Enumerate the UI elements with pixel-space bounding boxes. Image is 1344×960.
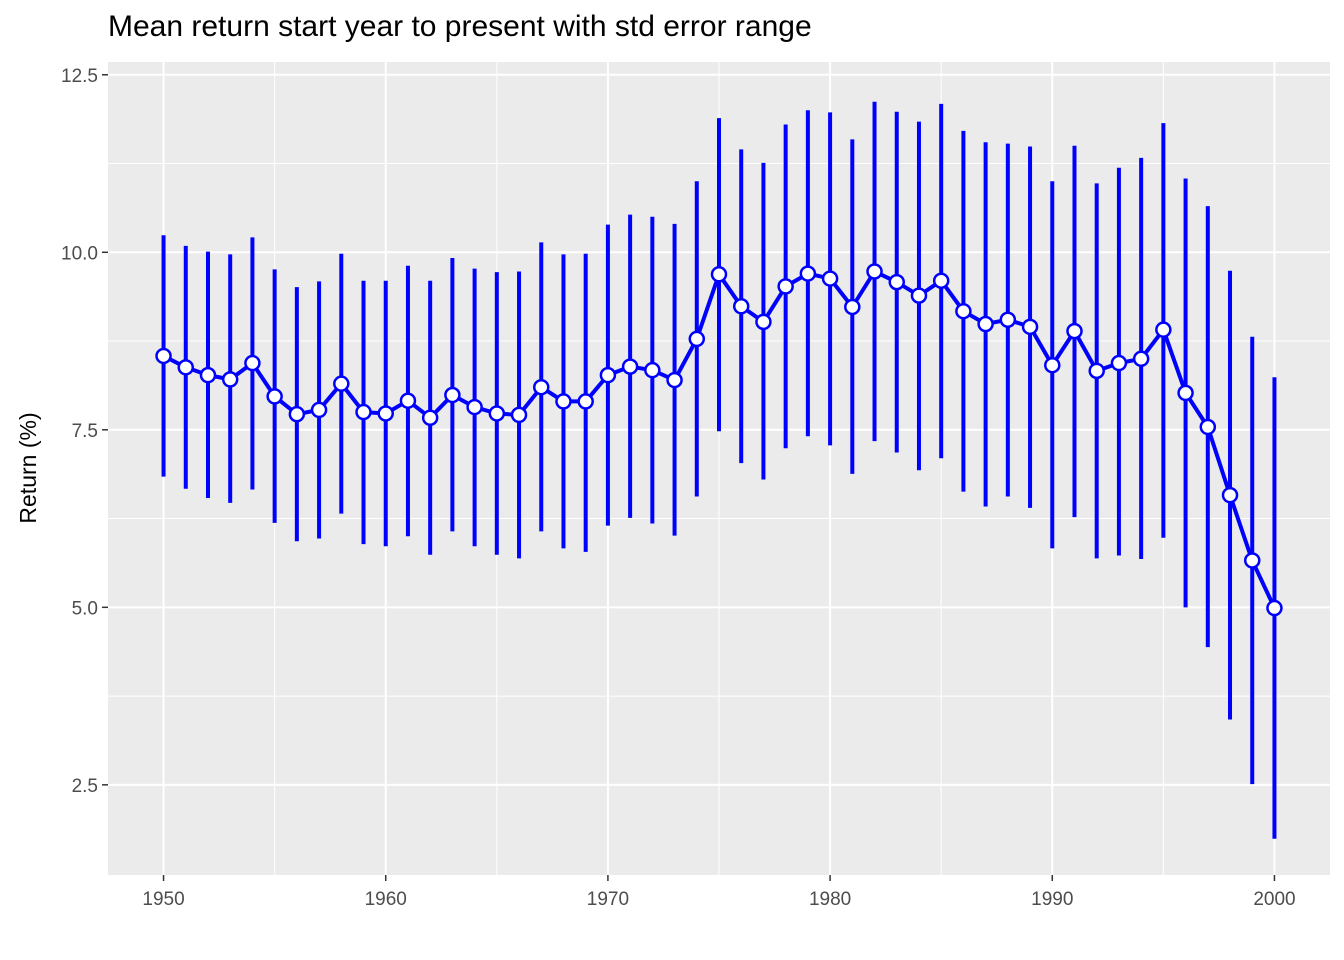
y-tick-label: 5.0 — [72, 598, 98, 619]
data-point — [444, 386, 461, 404]
data-point — [732, 298, 750, 315]
data-point — [244, 354, 261, 372]
data-point — [710, 266, 728, 283]
data-point — [1155, 321, 1172, 338]
data-point — [666, 371, 683, 389]
data-point — [288, 405, 306, 423]
data-point — [1177, 384, 1194, 402]
data-point — [488, 405, 506, 422]
y-axis: 2.5 5.0 7.5 10.0 12.5 — [61, 66, 108, 797]
data-point — [1110, 354, 1128, 372]
x-tick-label: 1980 — [809, 889, 851, 910]
data-point — [777, 278, 794, 295]
data-point — [510, 406, 528, 424]
data-point — [377, 405, 394, 422]
data-point — [1199, 418, 1217, 436]
x-tick-label: 1990 — [1031, 889, 1073, 910]
data-point — [177, 359, 195, 376]
data-point — [1221, 486, 1239, 504]
data-point — [755, 313, 772, 331]
data-point — [399, 392, 417, 409]
x-tick-label: 1970 — [587, 889, 629, 910]
data-point — [1088, 362, 1105, 380]
data-point — [932, 272, 950, 289]
data-point — [799, 265, 817, 282]
data-point — [1044, 356, 1061, 374]
data-point — [355, 403, 372, 421]
x-tick-label: 2000 — [1253, 889, 1295, 910]
data-point — [977, 315, 994, 333]
data-point — [421, 409, 439, 426]
data-point — [844, 298, 861, 316]
data-point — [821, 270, 839, 287]
data-point — [1021, 318, 1039, 336]
data-point — [888, 273, 905, 291]
data-point — [1066, 322, 1083, 340]
data-point — [333, 375, 350, 392]
data-point — [621, 358, 639, 375]
data-point — [221, 371, 239, 388]
data-point — [644, 361, 661, 379]
data-point — [555, 393, 572, 410]
data-points — [155, 263, 1283, 617]
data-point — [155, 347, 172, 365]
data-point — [688, 330, 706, 348]
data-point — [910, 287, 928, 304]
x-axis: 1950 1960 1970 1980 1990 2000 — [142, 875, 1296, 910]
x-tick-label: 1950 — [142, 889, 184, 910]
data-point — [955, 302, 972, 320]
y-axis-label: Return (%) — [15, 412, 41, 523]
y-tick-label: 2.5 — [72, 776, 98, 797]
data-point — [1132, 350, 1150, 368]
data-point — [1266, 599, 1283, 617]
data-point — [866, 263, 883, 280]
data-point — [599, 366, 617, 384]
y-tick-label: 7.5 — [72, 421, 98, 442]
data-point — [577, 393, 594, 410]
data-point — [1243, 552, 1261, 569]
x-tick-label: 1960 — [365, 889, 407, 910]
data-point — [310, 401, 328, 419]
data-point — [999, 311, 1017, 328]
data-point — [266, 388, 283, 405]
data-point — [199, 366, 217, 384]
data-point — [466, 398, 483, 416]
y-tick-label: 10.0 — [61, 243, 98, 264]
y-tick-label: 12.5 — [61, 66, 98, 87]
chart-title: Mean return start year to present with s… — [108, 10, 812, 43]
data-point — [533, 378, 550, 396]
